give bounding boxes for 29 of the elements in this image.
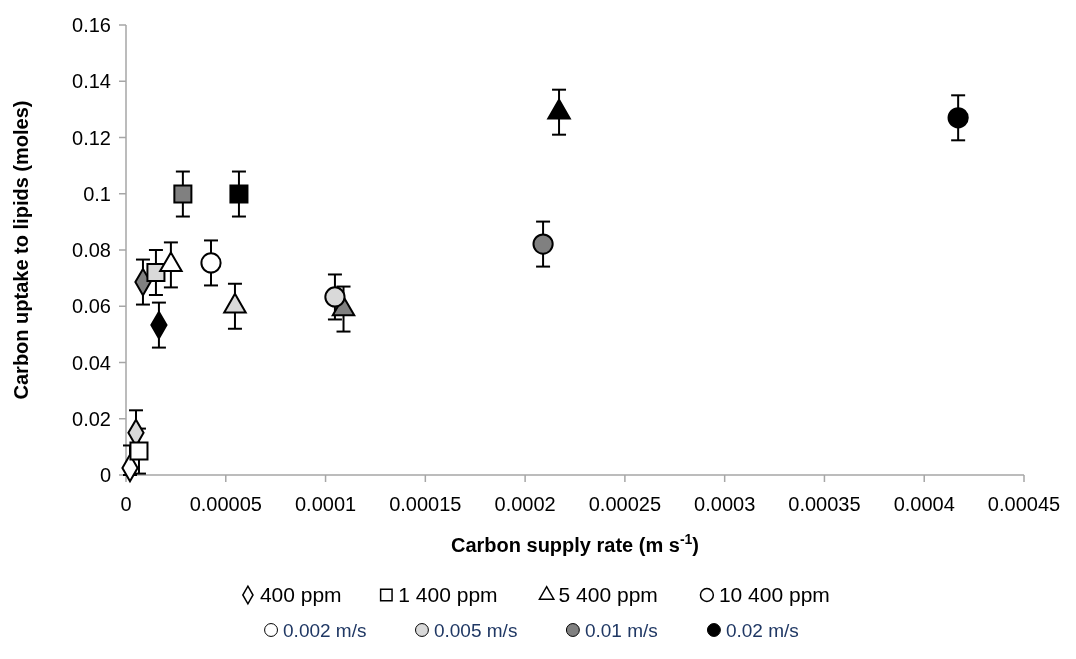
y-tick-label: 0.08 [72, 239, 111, 261]
x-tick-label: 0.00045 [987, 493, 1061, 515]
y-axis-title: Carbon uptake to lipids (moles) [10, 100, 32, 400]
y-tick-label: 0.12 [72, 126, 111, 149]
x-tick-label: 0.0003 [694, 493, 756, 515]
legend-label: 400 ppm [259, 583, 342, 606]
legend-label: 1 400 ppm [398, 583, 498, 606]
y-tick-label: 0.1 [83, 182, 111, 205]
x-tick-label: 0.0001 [294, 493, 357, 515]
x-tick-label: 0.00035 [788, 493, 861, 515]
legend-label: 5 400 ppm [558, 583, 658, 606]
x-tick-label: 0.00005 [189, 493, 262, 515]
y-tick-label: 0.16 [72, 14, 111, 36]
x-tick-label: 0 [120, 493, 132, 515]
legend-label: 0.005 m/s [433, 620, 518, 641]
y-tick-label: 0.06 [72, 295, 111, 318]
y-tick-label: 0 [99, 464, 111, 486]
x-tick-label: 0.0002 [494, 493, 556, 515]
legend-label: 0.002 m/s [283, 620, 367, 641]
x-tick-label: 0.00025 [588, 493, 662, 515]
y-tick-label: 0.04 [72, 351, 111, 374]
legend-label: 0.01 m/s [584, 620, 658, 641]
x-axis-title: Carbon supply rate (m s$^{-1}$) [450, 531, 700, 556]
y-tick-label: 0.02 [72, 407, 111, 430]
legend-label: 0.02 m/s [725, 620, 799, 641]
x-tick-label: 0.0004 [893, 493, 955, 515]
legend-label: 10 400 ppm [718, 583, 830, 606]
x-tick-label: 0.00015 [389, 493, 462, 515]
y-tick-label: 0.14 [72, 70, 111, 93]
